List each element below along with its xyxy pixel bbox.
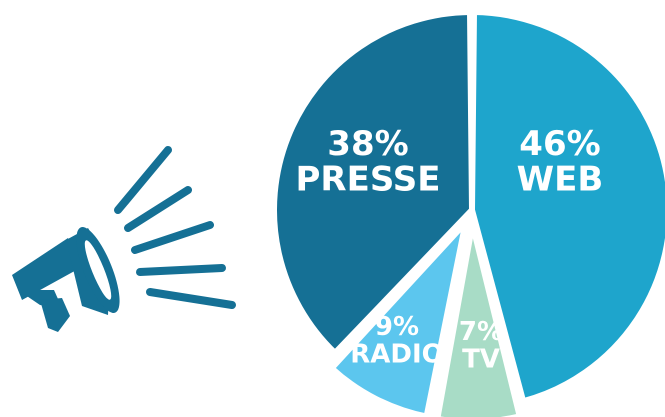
sound-line — [131, 221, 214, 254]
slice-name-tv: TV — [462, 344, 500, 374]
sound-line — [114, 146, 172, 214]
megaphone-icon — [12, 146, 236, 332]
sound-line — [136, 264, 226, 276]
sound-line — [124, 186, 192, 232]
slice-percent-web: 46% — [519, 124, 600, 164]
pie-chart — [271, 8, 665, 417]
sound-line — [146, 288, 236, 309]
pie-slice-radio — [327, 212, 471, 417]
pie-slice-tv — [434, 223, 524, 417]
slice-percent-presse: 38% — [327, 124, 408, 164]
pie-slice-presse — [271, 8, 476, 358]
slice-percent-radio: 9% — [375, 312, 419, 342]
megaphone-body — [12, 227, 120, 332]
slice-name-presse: PRESSE — [296, 160, 441, 200]
pie-slice-web — [468, 8, 665, 405]
slice-percent-tv: 7% — [459, 317, 503, 347]
pie-labels: 46%WEB 7%TV 9%RADIO 38%PRESSE — [296, 124, 604, 374]
megaphone-opening — [84, 240, 112, 300]
sound-lines — [114, 146, 236, 309]
slice-name-web: WEB — [517, 160, 604, 200]
slice-name-radio: RADIO — [350, 339, 444, 369]
